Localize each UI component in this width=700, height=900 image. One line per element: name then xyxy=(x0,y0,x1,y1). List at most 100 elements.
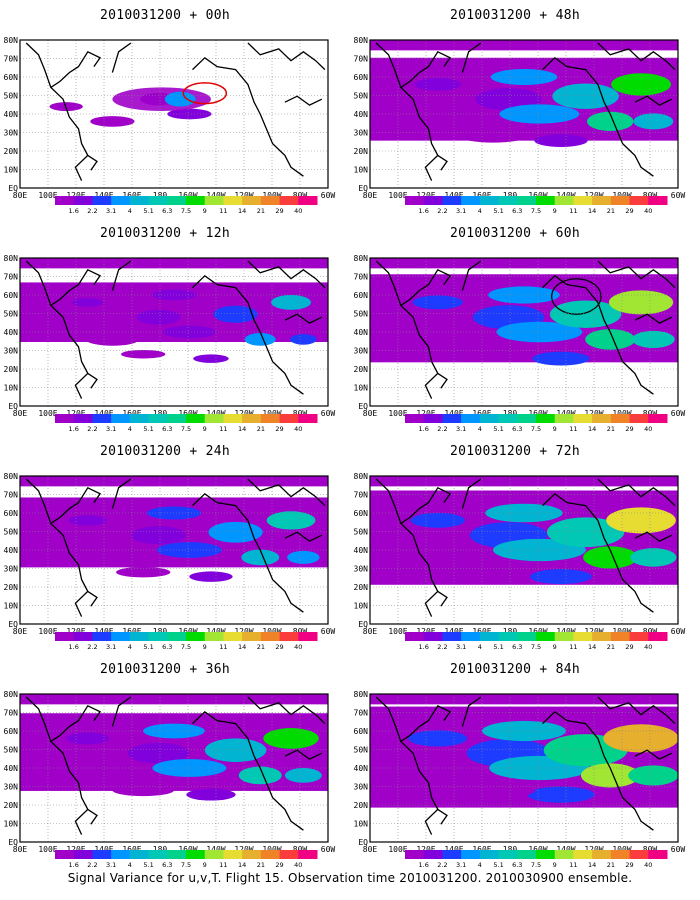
coastline xyxy=(400,486,452,524)
lon-tick-label: 60W xyxy=(671,627,686,636)
variance-blob xyxy=(156,542,222,558)
colorbar-label: 29 xyxy=(275,207,283,215)
colorbar-swatch xyxy=(423,196,443,205)
lon-tick-label: 120W xyxy=(234,409,253,418)
colorbar-label: 6.3 xyxy=(162,643,172,651)
colorbar-label: 29 xyxy=(625,861,633,869)
coastline xyxy=(87,590,98,607)
variance-blob xyxy=(408,730,468,747)
panel-0: 2010031200 + 00h 80N 70N 60N 50N 40N 30N 20N 10… xyxy=(0,0,340,220)
colorbar-label: 9 xyxy=(553,425,557,433)
lon-tick-label: 100E xyxy=(388,845,407,854)
colorbar-label: 40 xyxy=(644,861,652,869)
lat-tick-label: 50N xyxy=(4,310,19,319)
lat-tick-label: 50N xyxy=(4,528,19,537)
coastline xyxy=(437,154,448,171)
colorbar-swatch xyxy=(204,414,224,423)
map-border xyxy=(369,693,679,843)
lon-tick-label: 120E xyxy=(416,409,435,418)
colorbar-label: 3.1 xyxy=(106,425,116,433)
colorbar-swatch xyxy=(423,850,443,859)
colorbar-label: 40 xyxy=(294,425,302,433)
variance-band xyxy=(20,476,328,487)
coastline xyxy=(284,95,323,106)
variance-blob xyxy=(263,728,319,749)
lat-tick-label: 40N xyxy=(354,546,369,555)
colorbar-swatch xyxy=(461,414,481,423)
lon-tick-label: 120W xyxy=(584,845,603,854)
lon-tick-label: 80W xyxy=(643,409,658,418)
colorbar-label: 2.2 xyxy=(437,207,447,215)
lon-tick-label: 60W xyxy=(321,845,336,854)
colorbar-label: 2.2 xyxy=(437,425,447,433)
variance-blob xyxy=(85,333,140,346)
colorbar-swatch xyxy=(592,850,612,859)
lon-tick-label: 160W xyxy=(178,845,197,854)
panel-title: 2010031200 + 60h xyxy=(449,226,581,241)
coastline xyxy=(461,478,482,509)
colorbar-label: 21 xyxy=(257,643,265,651)
lon-tick-label: 140E xyxy=(94,627,113,636)
colorbar-swatch xyxy=(461,850,481,859)
colorbar-swatch xyxy=(260,414,281,423)
colorbar-label: 2.2 xyxy=(87,643,97,651)
colorbar-swatch xyxy=(592,632,612,641)
colorbar-label: 1.6 xyxy=(419,861,429,869)
lon-tick-label: 60W xyxy=(671,409,686,418)
map-border xyxy=(19,39,329,189)
lon-tick-label: 140W xyxy=(206,627,225,636)
colorbar-label: 14 xyxy=(588,207,596,215)
lon-tick-label: 140W xyxy=(556,627,575,636)
lat-tick-label: 10N xyxy=(354,166,369,175)
colorbar: 1.6 2.2 3.1 4 5.1 6.3 7.5 9 11 14 21 29 40 xyxy=(55,414,318,433)
lon-tick-label: 140E xyxy=(94,845,113,854)
lat-tick-label: 70N xyxy=(354,273,369,282)
coastline xyxy=(87,808,98,825)
variance-blob xyxy=(167,108,212,120)
colorbar-label: 11 xyxy=(219,425,227,433)
colorbar-swatch xyxy=(554,414,574,423)
coastlines xyxy=(25,260,326,399)
colorbar-label: 14 xyxy=(238,207,246,215)
lat-tick-label: 50N xyxy=(354,746,369,755)
variance-blob xyxy=(244,333,276,346)
lon-tick-label: 140E xyxy=(94,191,113,200)
colorbar-label: 40 xyxy=(644,207,652,215)
variance-blob xyxy=(238,766,282,785)
lat-tick-label: EQ xyxy=(358,620,368,629)
colorbar-label: 5.1 xyxy=(493,425,503,433)
colorbar-label: 7.5 xyxy=(181,643,191,651)
colorbar-label: 11 xyxy=(219,643,227,651)
colorbar-label: 29 xyxy=(275,425,283,433)
lon-tick-label: 180 xyxy=(153,845,168,854)
lat-tick-label: 70N xyxy=(4,273,19,282)
colorbar-swatch xyxy=(405,850,425,859)
lat-tick-label: 80N xyxy=(4,36,19,45)
lon-tick-label: 120E xyxy=(416,627,435,636)
colorbar-swatch xyxy=(629,196,649,205)
lat-tick-label: 70N xyxy=(4,491,19,500)
variance-blob xyxy=(75,766,150,785)
variance-shading xyxy=(370,694,678,808)
variance-blob xyxy=(608,290,674,315)
colorbar-swatch xyxy=(148,196,168,205)
lat-tick-label: 70N xyxy=(354,55,369,64)
colorbar-swatch xyxy=(554,632,574,641)
colorbar-label: 11 xyxy=(219,861,227,869)
colorbar: 1.6 2.2 3.1 4 5.1 6.3 7.5 9 11 14 21 29 40 xyxy=(405,850,668,869)
lon-tick-label: 140W xyxy=(206,409,225,418)
lon-tick-label: 140E xyxy=(444,845,463,854)
lon-tick-label: 100E xyxy=(38,191,57,200)
variance-blob xyxy=(287,550,320,564)
colorbar-swatch xyxy=(298,850,318,859)
map-grid xyxy=(370,40,678,188)
variance-blob xyxy=(412,763,513,788)
map-grid xyxy=(20,258,328,406)
coastline xyxy=(111,42,132,73)
lon-tick-label: 140E xyxy=(444,409,463,418)
variance-shading xyxy=(49,82,228,127)
coastline xyxy=(247,696,326,725)
lon-tick-label: 100E xyxy=(388,191,407,200)
lon-tick-label: 120W xyxy=(584,409,603,418)
